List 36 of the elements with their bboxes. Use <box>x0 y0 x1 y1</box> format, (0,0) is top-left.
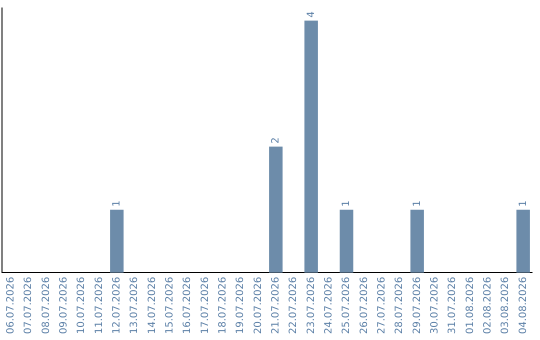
x-tick-label: 21.07.2026 <box>270 276 282 334</box>
x-tick-label: 14.07.2026 <box>146 276 158 334</box>
x-tick-label: 09.07.2026 <box>58 276 70 334</box>
data-label: 2 <box>270 137 282 144</box>
data-label: 4 <box>306 11 317 18</box>
x-tick-label: 27.07.2026 <box>376 276 388 334</box>
x-tick-label: 03.08.2026 <box>500 276 512 334</box>
x-tick-label: 11.07.2026 <box>94 276 105 334</box>
x-tick-label: 15.07.2026 <box>164 276 176 334</box>
data-label: 1 <box>111 200 122 207</box>
x-tick-label: 31.07.2026 <box>447 276 458 334</box>
data-label: 1 <box>518 200 529 207</box>
x-tick-label: 13.07.2026 <box>129 276 140 334</box>
x-tick-label: 25.07.2026 <box>341 276 352 334</box>
x-tick-label: 06.07.2026 <box>5 276 16 334</box>
x-tick-label: 10.07.2026 <box>76 276 88 334</box>
x-tick-label: 19.07.2026 <box>235 276 246 334</box>
x-tick-label: 26.07.2026 <box>358 276 370 334</box>
x-tick-label: 23.07.2026 <box>306 276 317 334</box>
x-tick-label: 28.07.2026 <box>394 276 406 334</box>
x-tick-label: 01.08.2026 <box>464 276 476 334</box>
data-label: 1 <box>412 200 423 207</box>
data-label: 1 <box>341 200 352 207</box>
x-tick-label: 24.07.2026 <box>323 276 334 334</box>
x-tick-label: 02.08.2026 <box>482 276 494 334</box>
x-tick-label: 08.07.2026 <box>40 276 52 334</box>
x-tick-label: 12.07.2026 <box>111 276 122 334</box>
x-tick-label: 22.07.2026 <box>288 276 300 334</box>
x-tick-label: 07.07.2026 <box>23 276 34 334</box>
x-tick-label: 30.07.2026 <box>429 276 440 334</box>
x-tick-label: 20.07.2026 <box>252 276 264 334</box>
x-tick-label: 17.07.2026 <box>200 276 211 334</box>
x-tick-label: 04.08.2026 <box>518 276 529 334</box>
x-tick-label: 18.07.2026 <box>217 276 228 334</box>
x-tick-label: 29.07.2026 <box>412 276 423 334</box>
x-tick-label: 16.07.2026 <box>182 276 194 334</box>
